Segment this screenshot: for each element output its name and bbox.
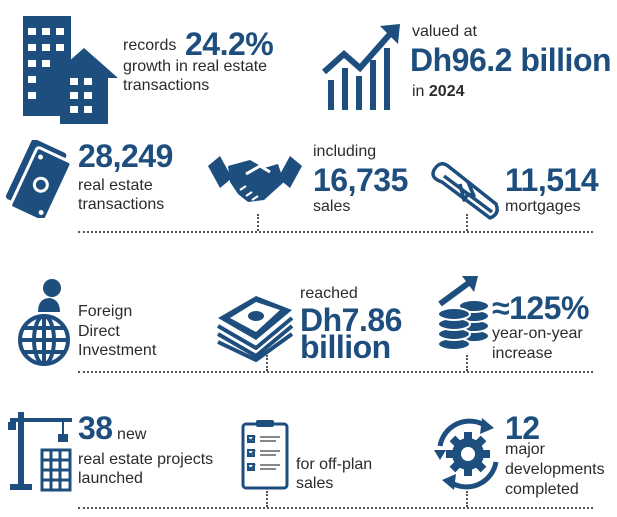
growth-prefix: records [123,37,177,54]
sales-label: sales [313,198,351,215]
projects-line2: launched [78,470,143,487]
divider-row3 [78,371,593,373]
developments-line1: major [505,441,546,458]
gear-cycle-icon [434,418,499,490]
diploma-scroll-icon [431,162,499,220]
handshake-icon [208,156,302,202]
developments-line3: completed [505,481,579,498]
divider-row2 [78,231,593,233]
crane-icon [8,412,72,492]
clipboard-checklist-icon [241,420,289,490]
divider-tick [266,355,268,371]
divider-row4 [78,507,593,509]
developments-value: 12 [505,410,540,446]
transactions-value: 28,249 [78,138,173,174]
divider-tick [257,214,259,231]
fdi-line3: Investment [78,342,157,359]
divider-tick [466,355,468,371]
growth-chart-icon [322,24,400,110]
projects-line1: real estate projects [78,451,214,468]
sales-prefix: including [313,143,377,160]
fdi-growth-line1: year-on-year [492,325,583,342]
transactions-line2: transactions [78,196,165,213]
divider-tick [466,214,468,231]
mortgages-value: 11,514 [505,162,599,198]
coins-arrow-icon [437,276,490,351]
divider-tick [466,491,468,507]
mortgages-label: mortgages [505,198,581,215]
valued-year-line: in 2024 [412,82,465,101]
globe-person-icon [18,279,70,366]
valued-year: 2024 [428,83,465,100]
money-icon [5,140,72,218]
cash-stack-icon [216,296,294,362]
fdi-growth-value: ≈125% [492,290,589,326]
fdi-value-prefix: reached [300,285,358,302]
valued-in: in [412,83,425,100]
developments-line2: developments [505,461,605,478]
projects-value: 38 [78,410,113,446]
projects-headline: 38 new [78,412,146,444]
fdi-value-amount: Dh7.86 [300,302,402,338]
offplan-line1: for off-plan [296,456,373,473]
valued-value: Dh96.2 billion [410,42,612,78]
valued-prefix: valued at [412,23,477,40]
divider-tick [266,491,268,507]
projects-suffix: new [117,426,147,443]
growth-value: 24.2% [185,26,274,62]
growth-line2: transactions [123,77,210,94]
fdi-value-unit: billion [300,329,391,365]
sales-value: 16,735 [313,162,408,198]
fdi-line2: Direct [78,323,120,340]
offplan-line2: sales [296,475,334,492]
transactions-line1: real estate [78,177,153,194]
fdi-line1: Foreign [78,303,133,320]
fdi-growth-line2: increase [492,345,553,362]
growth-line1: growth in real estate [123,58,268,75]
buildings-icon [23,16,118,124]
